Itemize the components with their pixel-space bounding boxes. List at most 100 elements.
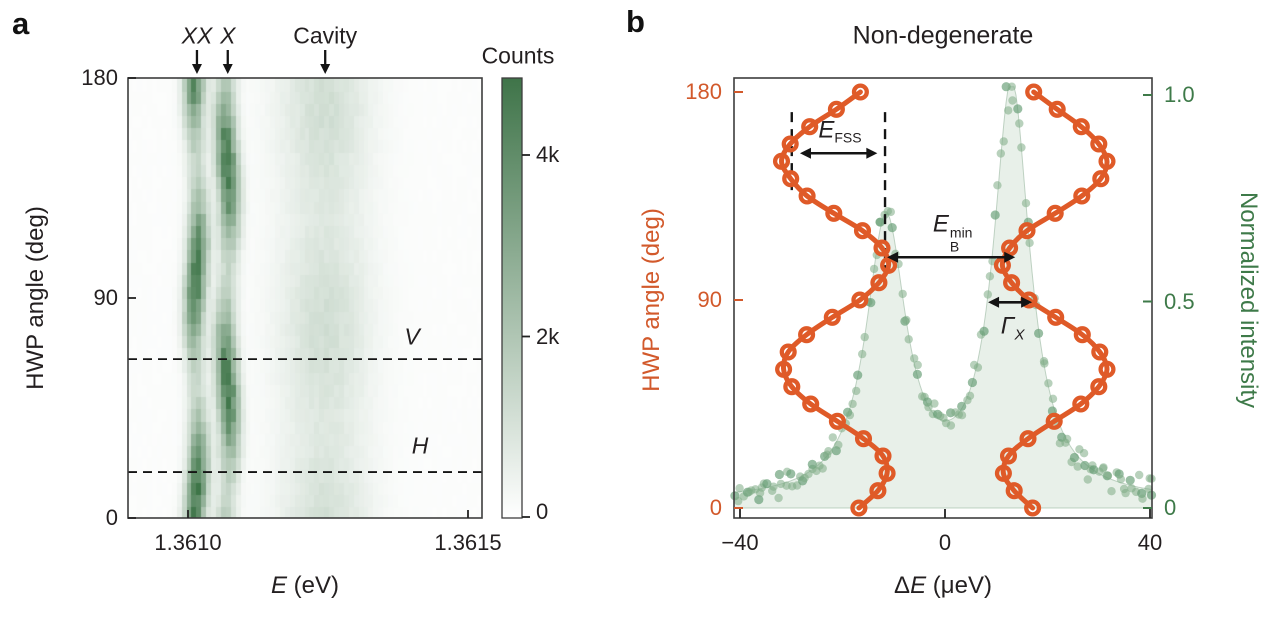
panel-b-xlabel-unit: (μeV) (926, 572, 992, 599)
spectrum-data-point (834, 440, 843, 450)
peak-label-x: X (220, 22, 236, 49)
spectrum-data-point (967, 377, 978, 388)
panel-a-xlabel-E: E (270, 572, 287, 599)
panel-a-ytick-label: 180 (81, 65, 118, 90)
peak-arrowhead-xx (191, 64, 202, 74)
efss-arrow-head-right (866, 147, 878, 159)
fit-marker-peak-position-low-energy (850, 499, 868, 517)
spectrum-data-point (848, 399, 857, 409)
spectrum-data-point (866, 298, 876, 308)
spectrum-data-point (990, 210, 1000, 220)
fit-marker-peak-position-low-energy (878, 464, 896, 482)
spectrum-data-point (913, 360, 922, 370)
spectrum-data-point (774, 469, 785, 480)
fit-marker-peak-position-low-energy (869, 482, 887, 500)
spectrum-data-point (807, 459, 817, 469)
spectrum-data-point (1015, 119, 1024, 128)
fit-marker-peak-position-low-energy (870, 274, 888, 292)
panel-b-spines (733, 77, 1153, 519)
fit-marker-peak-position-high-energy (1019, 430, 1037, 448)
fit-marker-peak-position-high-energy (1048, 100, 1066, 118)
spectrum-data-point (886, 207, 895, 217)
spectrum-data-point (957, 411, 967, 420)
fit-marker-peak-position-high-energy (1024, 499, 1042, 517)
spectrum-data-point (996, 149, 1005, 158)
spectrum-data-point (869, 264, 879, 274)
spectrum-data-point (1125, 475, 1135, 485)
panel-b-xtick-label: 0 (938, 530, 952, 555)
efss-arrow-head-left (799, 147, 811, 159)
fit-marker-peak-position-low-energy (775, 360, 793, 378)
panel-b-label: b (626, 4, 645, 39)
colorbar-tick-label: 2k (536, 323, 560, 349)
spectrum-data-point (1048, 394, 1058, 403)
fit-marker-peak-position-low-energy (781, 135, 799, 153)
spectrum-data-point (786, 469, 796, 479)
spectrum-data-point (735, 484, 744, 493)
fit-marker-peak-position-high-energy (1090, 135, 1108, 153)
fit-marker-peak-position-high-energy (1072, 118, 1090, 136)
heatmap-canvas (128, 78, 482, 518)
spectrum-data-point (1007, 82, 1016, 91)
spectrum-area (733, 86, 1153, 509)
panel-a-xtick-label: 1.3610 (154, 530, 222, 555)
spectrum-data-point (824, 447, 833, 456)
fit-marker-peak-position-low-energy (802, 395, 820, 413)
spectrum-data-point (734, 496, 743, 506)
v-line-label: V (404, 323, 420, 350)
panel-b-ytick-right-label: 0.5 (1164, 288, 1195, 314)
fit-marker-peak-position-high-energy (993, 256, 1011, 274)
spectrum-data-point (910, 354, 919, 363)
colorbar-title: Counts (481, 42, 555, 69)
fit-marker-peak-position-high-energy (1091, 343, 1109, 361)
spectrum-data-point (828, 433, 837, 442)
fit-marker-peak-position-high-energy (1072, 395, 1090, 413)
peak-arrowhead-x (222, 64, 233, 74)
spectrum-data-point (1138, 494, 1147, 503)
panel-b-xtick-label: −40 (721, 530, 759, 555)
fit-marker-peak-position-high-energy (1003, 274, 1021, 292)
panel-b-ytick-left-label: 0 (709, 495, 722, 520)
panel-a-xlabel: E (eV) (271, 572, 339, 600)
fit-marker-peak-position-low-energy (798, 326, 816, 344)
spectrum-data-point (860, 332, 869, 342)
spectrum-data-point (1004, 106, 1013, 115)
spectrum-data-point (1044, 379, 1053, 388)
fit-marker-peak-position-low-energy (782, 170, 800, 188)
spectrum-data-point (983, 290, 992, 299)
panel-a-xlabel-unit: (eV) (287, 572, 340, 599)
gx-arrow-head-right (1021, 296, 1033, 308)
spectrum-data-point (979, 326, 989, 336)
peak-label-xx: XX (181, 22, 213, 49)
peak-arrowhead-cavity (320, 64, 331, 74)
spectrum-data-point (1073, 462, 1082, 471)
annotation-efss: EFSS (818, 116, 862, 146)
panel-a-ytick-label: 0 (105, 505, 118, 530)
fit-marker-peak-position-high-energy (1025, 83, 1043, 101)
fit-line-peak-position-low-energy (779, 89, 892, 511)
spectrum-data-point (1013, 104, 1023, 114)
spectrum-data-point (1121, 488, 1130, 498)
spectrum-data-point (1025, 238, 1034, 248)
spectrum-data-point (973, 363, 983, 372)
fit-marker-peak-position-high-energy (1005, 482, 1023, 500)
fit-marker-peak-position-low-energy (853, 222, 872, 240)
annotation-gamma-x: ΓX (1000, 312, 1025, 344)
spectrum-data-point (1116, 475, 1126, 484)
panel-b-xlabel: ΔE (μeV) (894, 572, 992, 600)
gx-arrow-head-left (988, 296, 1000, 308)
spectrum-data-point (993, 181, 1002, 190)
panel-b-ytick-right-label: 1.0 (1164, 82, 1195, 107)
fit-marker-peak-position-low-energy (801, 118, 819, 136)
spectrum-data-point (902, 315, 911, 325)
panel-b-xtick-label: 40 (1137, 530, 1163, 555)
spectrum-data-point (1017, 143, 1026, 152)
fit-line-peak-position-high-energy (999, 89, 1110, 511)
panel-b-ytick-left-label: 180 (685, 79, 722, 104)
spectrum-data-point (845, 410, 855, 420)
spectrum-data-point (769, 482, 778, 491)
spectrum-data-point (1135, 470, 1144, 480)
